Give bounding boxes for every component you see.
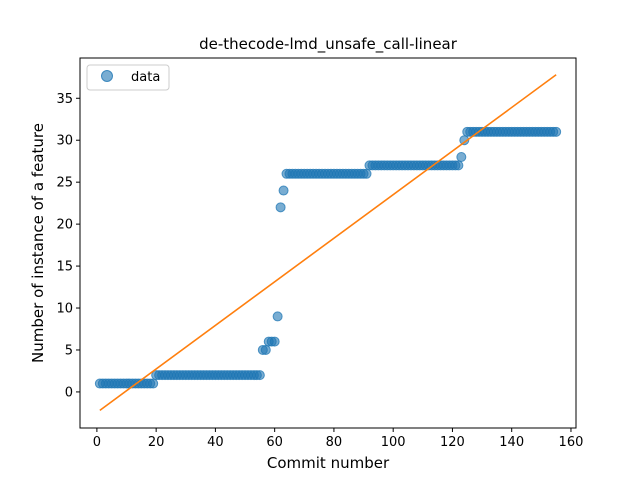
y-tick-label: 0 — [65, 385, 73, 400]
y-axis-label: Number of instance of a feature — [29, 123, 47, 363]
data-point — [361, 168, 372, 179]
data-point — [456, 152, 467, 163]
y-tick-label: 30 — [56, 134, 73, 149]
y-tick-label: 20 — [56, 218, 73, 233]
x-tick-label: 0 — [93, 435, 101, 450]
x-tick-label: 160 — [559, 435, 584, 450]
x-axis-label: Commit number — [267, 454, 390, 472]
y-tick-label: 25 — [56, 176, 73, 191]
legend-label-data: data — [131, 70, 160, 85]
plot-area — [94, 74, 562, 412]
chart-title: de-thecode-lmd_unsafe_call-linear — [199, 35, 458, 54]
x-tick-label: 80 — [326, 435, 343, 450]
data-point — [453, 160, 464, 171]
y-tick-label: 10 — [56, 302, 73, 317]
fit-line — [99, 74, 557, 412]
legend-marker — [101, 70, 113, 82]
data-point — [269, 336, 280, 347]
data-point — [272, 311, 283, 322]
plot-frame — [79, 57, 577, 429]
data-point — [551, 126, 562, 137]
data-point — [254, 370, 265, 381]
x-tick-label: 40 — [207, 435, 224, 450]
x-tick-label: 60 — [266, 435, 283, 450]
x-tick-label: 100 — [381, 435, 406, 450]
legend: data — [86, 64, 170, 91]
data-point — [459, 135, 470, 146]
data-point — [260, 344, 271, 355]
y-axis: 0 5 10 15 20 25 30 35 — [56, 92, 80, 400]
x-tick-label: 20 — [148, 435, 165, 450]
data-point — [275, 202, 286, 213]
y-tick-label: 5 — [65, 343, 73, 358]
x-tick-label: 140 — [499, 435, 524, 450]
y-tick-label: 15 — [56, 260, 73, 275]
data-point — [278, 185, 289, 196]
x-tick-label: 120 — [440, 435, 465, 450]
data-point — [148, 378, 159, 389]
y-tick-label: 35 — [56, 92, 73, 107]
x-axis: 0 20 40 60 80 100 120 140 160 — [93, 428, 584, 450]
